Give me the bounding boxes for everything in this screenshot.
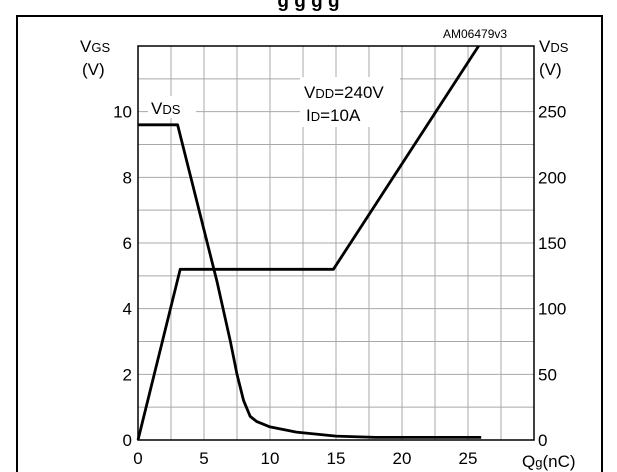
vds-series-line (138, 123, 482, 439)
condition-id: ID=10A (306, 106, 361, 125)
chart-frame (16, 15, 603, 472)
right-tick-label: 50 (538, 365, 557, 384)
right-tick-label: 0 (538, 431, 547, 450)
x-tick-label: 15 (327, 449, 346, 468)
right-tick-label: 100 (538, 300, 566, 319)
right-tick-label: 200 (538, 168, 566, 187)
x-tick-label: 20 (393, 449, 412, 468)
chart-title-fragment: g g g g (277, 0, 340, 11)
vds-series-label-bg (148, 96, 196, 118)
left-tick-label: 4 (123, 300, 132, 319)
left-tick-label: 8 (123, 168, 132, 187)
vds-series-label: VDS (151, 99, 181, 118)
right-axis-label: VDS (539, 37, 569, 56)
plot-border (137, 45, 535, 441)
x-tick-label: 25 (459, 449, 478, 468)
x-tick-label: 5 (199, 449, 208, 468)
x-tick-label: 10 (261, 449, 280, 468)
x-axis-label: Qg(nC) (522, 452, 576, 471)
series-layer (136, 45, 482, 441)
left-tick-label: 10 (113, 103, 132, 122)
left-axis-unit: (V) (82, 60, 105, 79)
left-axis-label: VGS (80, 37, 110, 56)
right-axis-unit: (V) (539, 60, 562, 79)
x-tick-label: 0 (133, 449, 142, 468)
vgs-series-line (136, 45, 480, 441)
right-tick-label: 250 (538, 103, 566, 122)
condition-vdd: VDD=240V (304, 83, 384, 102)
left-tick-label: 0 (123, 431, 132, 450)
right-tick-label: 150 (538, 234, 566, 253)
conditions-box (300, 77, 400, 127)
left-tick-label: 2 (123, 365, 132, 384)
left-tick-label: 6 (123, 234, 132, 253)
figure-code: AM06479v3 (443, 27, 507, 41)
